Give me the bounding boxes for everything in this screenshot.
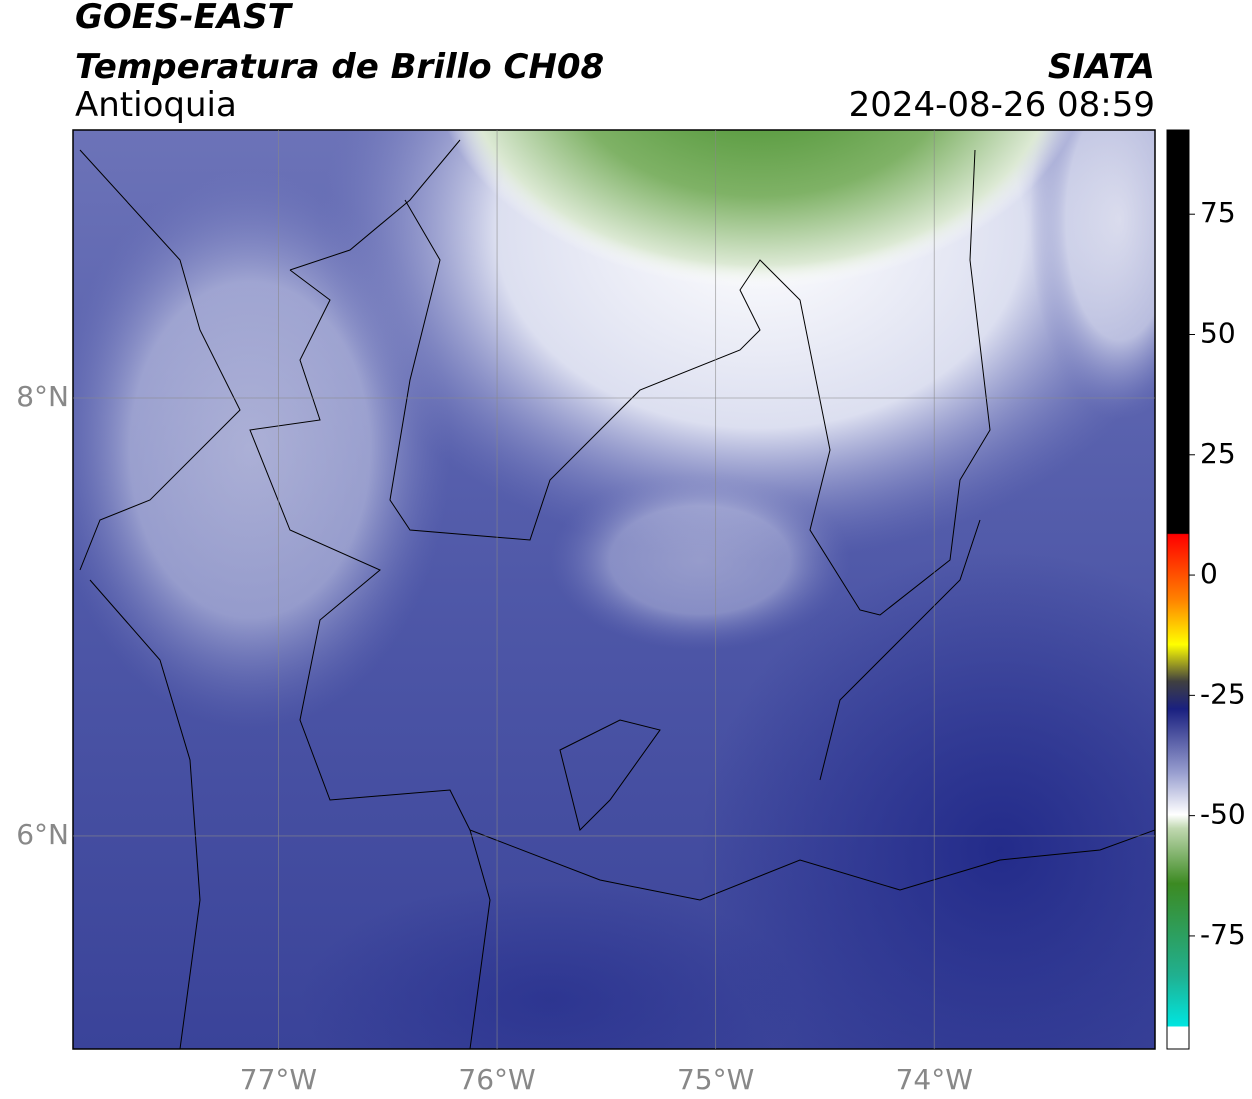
- source: SIATA: [1048, 47, 1155, 87]
- subtitle: Temperatura de Brillo CH08: [75, 47, 604, 87]
- lon-tick-label: 76°W: [458, 1063, 535, 1096]
- lat-tick-label: 8°N: [16, 380, 69, 413]
- colorbar: [1166, 129, 1190, 1050]
- lon-tick-label: 75°W: [677, 1063, 754, 1096]
- colorbar-tick-label: 75: [1200, 196, 1236, 229]
- colorbar-tick-label: -25: [1200, 677, 1246, 710]
- lon-tick-label: 77°W: [240, 1063, 317, 1096]
- colorbar-tick-label: 50: [1200, 316, 1236, 349]
- satellite-imagery: [73, 130, 1155, 1049]
- colorbar-tick-label: 0: [1200, 557, 1218, 590]
- title: GOES-EAST: [75, 0, 294, 37]
- colorbar-tick-label: 25: [1200, 437, 1236, 470]
- colorbar-tick-label: -50: [1200, 798, 1246, 831]
- map-frame: [72, 129, 1156, 1050]
- lat-tick-label: 6°N: [16, 818, 69, 851]
- datetime: 2024-08-26 08:59: [849, 85, 1155, 125]
- boundaries: [79, 139, 1155, 1049]
- colorbar-tick-label: -75: [1200, 918, 1246, 951]
- region: Antioquia: [75, 85, 237, 125]
- lon-tick-label: 74°W: [896, 1063, 973, 1096]
